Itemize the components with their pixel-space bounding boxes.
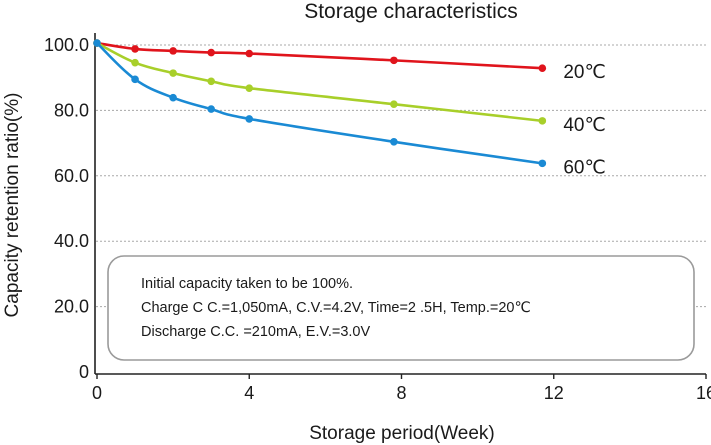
x-tick-label: 12 [544, 383, 564, 403]
y-tick-label: 80.0 [54, 100, 89, 120]
x-tick-label: 4 [244, 383, 254, 403]
y-tick-label: 40.0 [54, 231, 89, 251]
note-line-2: Charge C C.=1,050mA, C.V.=4.2V, Time=2 .… [141, 300, 531, 316]
data-point [245, 49, 254, 58]
data-point [538, 117, 547, 125]
note-line-3: Discharge C.C. =210mA, E.V.=3.0V [141, 324, 370, 340]
data-point [169, 69, 177, 77]
data-point [538, 64, 547, 73]
data-point [390, 137, 398, 146]
data-point [207, 105, 215, 113]
series-label: 60℃ [563, 157, 605, 178]
y-tick-label: 0 [79, 362, 89, 382]
data-point [390, 56, 398, 65]
x-tick-label: 8 [396, 383, 406, 403]
chart-title: Storage characteristics [304, 0, 518, 23]
data-point [538, 159, 547, 168]
conditions-note-box: Initial capacity taken to be 100%. Charg… [107, 255, 695, 361]
x-tick-label: 0 [92, 383, 102, 403]
data-point [245, 84, 254, 92]
data-point [245, 115, 254, 123]
y-axis-label: Capacity retention ratio(%) [2, 93, 23, 318]
data-point [390, 100, 398, 108]
y-tick-labels: 0 20.0 40.0 60.0 80.0 100.0 [44, 35, 89, 382]
series-label: 20℃ [563, 62, 605, 83]
y-tick-label: 60.0 [54, 166, 89, 186]
series-0: 20℃ [93, 39, 606, 83]
data-point [131, 58, 139, 67]
data-point [131, 45, 139, 53]
note-line-1: Initial capacity taken to be 100%. [141, 276, 353, 292]
x-tick-label: 16 [696, 383, 711, 403]
x-axis-label: Storage period(Week) [309, 423, 495, 444]
y-tick-label: 100.0 [44, 35, 89, 55]
data-point [93, 39, 101, 47]
series-label: 40℃ [563, 115, 605, 136]
series-2: 60℃ [93, 39, 606, 178]
note-box-border [107, 255, 695, 361]
series-1: 40℃ [93, 39, 606, 136]
data-point [207, 77, 215, 86]
data-point [207, 48, 215, 57]
y-tick-label: 20.0 [54, 297, 89, 317]
series-line [95, 41, 544, 70]
x-tick-labels: 0 4 8 12 16 [92, 374, 711, 403]
data-point [169, 93, 177, 102]
data-point [169, 47, 177, 55]
series-line [95, 41, 544, 123]
data-series: 20℃ 40℃ 60℃ [93, 39, 606, 178]
data-point [131, 75, 139, 84]
series-line [95, 41, 544, 165]
